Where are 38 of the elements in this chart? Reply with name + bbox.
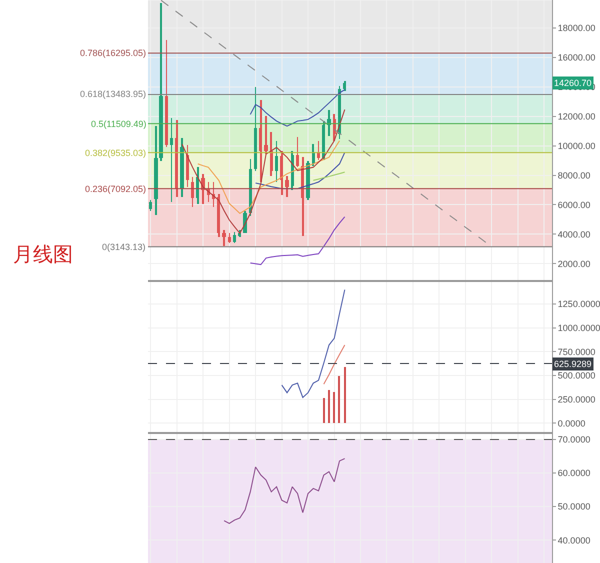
line-series <box>197 140 340 214</box>
ref-line-label: 0.786(16295.05) <box>80 48 146 58</box>
ref-line-label: 0.5(11509.49) <box>91 119 146 129</box>
y-tick-label: 4000.00 <box>558 229 590 240</box>
y-tick-label: 16000.00 <box>558 52 596 63</box>
bar <box>328 390 330 424</box>
line-series <box>312 172 346 181</box>
y-tick-label: 500.0000 <box>558 370 596 381</box>
ref-line-label: 0(3143.13) <box>102 242 146 252</box>
line-series <box>250 216 346 266</box>
ref-line-label: 0.618(13483.95) <box>80 89 146 99</box>
y-tick-label: 6000.00 <box>558 200 590 210</box>
bar <box>344 367 346 424</box>
y-tick-label: 8000.00 <box>558 170 590 180</box>
line-series <box>281 289 346 398</box>
y-tick-label: 2000.00 <box>558 258 590 269</box>
line-series <box>323 344 346 385</box>
bar <box>338 376 340 424</box>
ref-line-label: 0.236(7092.05) <box>85 184 146 194</box>
y-tick-label: 12000.00 <box>558 111 596 122</box>
y-tick-label: 750.0000 <box>558 346 596 357</box>
y-tick-label: 10000.00 <box>558 140 596 151</box>
bar <box>323 398 325 424</box>
y-tick-label: 1000.0000 <box>558 323 600 334</box>
y-tick-label: 18000.00 <box>558 23 596 34</box>
y-tick-label: 0.0000 <box>558 418 586 428</box>
line-series <box>224 458 346 524</box>
text: 月线图 <box>13 244 73 266</box>
ref-line-label: 625.9289 <box>554 359 592 369</box>
y-tick-label: 250.0000 <box>558 394 596 405</box>
y-tick-label: 1250.0000 <box>558 299 600 310</box>
y-tick-label: 40.0000 <box>558 535 590 546</box>
bar <box>333 392 335 424</box>
y-tick-label: 60.0000 <box>558 468 590 478</box>
y-tick-label: 50.0000 <box>558 502 590 512</box>
y-tick-label: 70.0000 <box>558 434 590 445</box>
ref-line-label: 0.382(9535.03) <box>85 148 146 158</box>
line-series <box>250 89 346 127</box>
